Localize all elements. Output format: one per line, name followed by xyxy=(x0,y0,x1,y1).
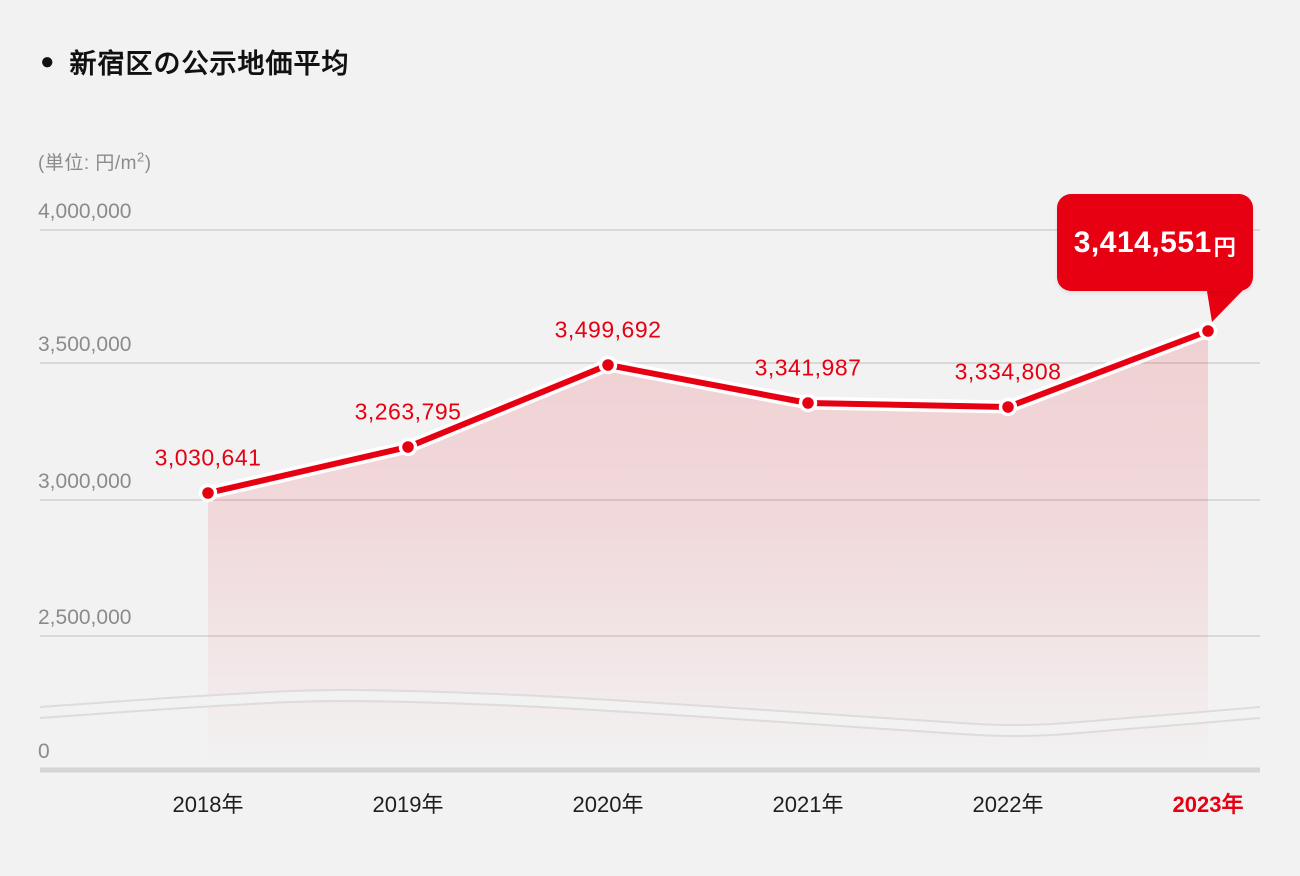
callout-bubble: 3,414,551 円 xyxy=(1057,194,1253,291)
bullet-icon: ● xyxy=(40,47,56,75)
y-tick-label: 3,000,000 xyxy=(38,470,132,493)
y-tick-label: 2,500,000 xyxy=(38,606,132,629)
data-label-2018年: 3,030,641 xyxy=(154,444,262,471)
data-label-2020年: 3,499,692 xyxy=(554,316,662,343)
x-tick-label-2022年: 2022年 xyxy=(972,792,1044,817)
unit-text-close: ) xyxy=(144,153,152,174)
y-tick-label: 0 xyxy=(38,740,50,763)
axis-break-wave-bottom-edge xyxy=(39,699,1261,738)
data-label-2019年: 3,263,795 xyxy=(354,398,462,425)
callout-tail xyxy=(1206,285,1248,322)
x-tick-label-2023年: 2023年 xyxy=(1172,792,1244,817)
x-tick-label-2021年: 2021年 xyxy=(772,792,844,817)
data-point-2023年 xyxy=(1198,321,1218,341)
data-point-2018年 xyxy=(198,483,218,503)
axis-break-wave-band xyxy=(39,690,1261,736)
callout-value: 3,414,551 xyxy=(1073,225,1212,259)
chart-title-text: 新宿区の公示地価平均 xyxy=(69,49,350,79)
data-label-2021年: 3,341,987 xyxy=(754,354,862,381)
data-label-2022年: 3,334,808 xyxy=(954,358,1062,385)
unit-superscript: 2 xyxy=(137,149,145,165)
data-point-2022年 xyxy=(998,397,1018,417)
area-fill xyxy=(208,331,1208,770)
data-point-2020年 xyxy=(598,355,618,375)
data-point-2019年 xyxy=(398,437,418,457)
y-axis-unit-label: (単位: 円/m2) xyxy=(38,148,152,175)
price-line xyxy=(205,328,1211,496)
chart-title: ● 新宿区の公示地価平均 xyxy=(40,42,350,81)
y-tick-label: 4,000,000 xyxy=(38,200,132,223)
callout-unit: 円 xyxy=(1213,234,1237,260)
unit-text: (単位: 円/m xyxy=(38,153,137,174)
x-tick-label-2020年: 2020年 xyxy=(572,792,644,817)
x-tick-label-2019年: 2019年 xyxy=(372,792,444,817)
data-point-2021年 xyxy=(798,393,818,413)
axis-break-wave-top-edge xyxy=(39,688,1261,727)
y-tick-label: 3,500,000 xyxy=(38,333,132,356)
x-tick-label-2018年: 2018年 xyxy=(172,792,244,817)
